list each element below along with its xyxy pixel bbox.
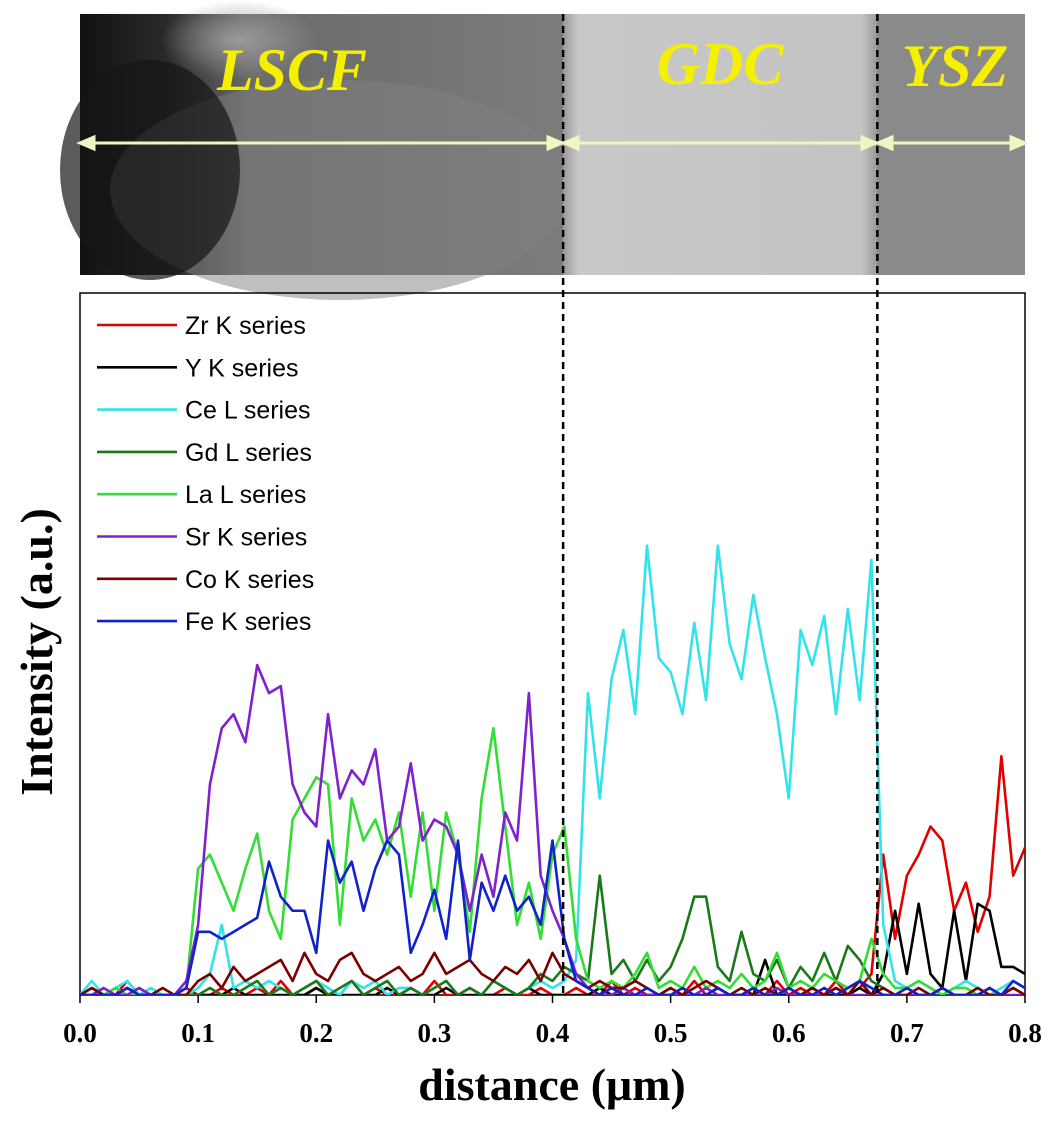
region-label: YSZ bbox=[902, 33, 1009, 99]
x-tick-label: 0.2 bbox=[299, 1018, 333, 1048]
series-line bbox=[80, 663, 1025, 995]
legend-label: Y K series bbox=[185, 354, 298, 382]
series-line bbox=[80, 874, 1025, 995]
x-tick-label: 0.4 bbox=[536, 1018, 570, 1048]
legend: Zr K series Y K series Ce L series Gd L ser… bbox=[97, 312, 314, 636]
x-axis-label: distance (μm) bbox=[418, 1059, 686, 1110]
arrows bbox=[76, 134, 1029, 152]
legend-label: Co K series bbox=[185, 566, 314, 594]
arrowhead bbox=[1009, 134, 1029, 152]
series-line bbox=[80, 902, 1025, 995]
series-line bbox=[80, 544, 1025, 995]
arrowhead bbox=[860, 134, 880, 152]
x-tick-label: 0.8 bbox=[1008, 1018, 1042, 1048]
legend-label: Sr K series bbox=[185, 524, 307, 552]
micrograph: LSCF GDC YSZ bbox=[60, 0, 1029, 300]
series-line bbox=[80, 726, 1025, 995]
legend-label: Gd L series bbox=[185, 439, 312, 467]
x-tick-label: 0.3 bbox=[418, 1018, 452, 1048]
x-tick-label: 0.7 bbox=[890, 1018, 924, 1048]
legend-label: Fe K series bbox=[185, 608, 311, 636]
x-tick-label: 0.0 bbox=[63, 1018, 97, 1048]
arrowhead bbox=[546, 134, 566, 152]
series-line bbox=[80, 951, 1025, 995]
region-label: GDC bbox=[657, 31, 785, 97]
legend-label: Zr K series bbox=[185, 312, 306, 340]
texture bbox=[160, 0, 320, 80]
x-tick-label: 0.1 bbox=[181, 1018, 215, 1048]
texture bbox=[60, 60, 240, 280]
arrowhead bbox=[76, 134, 96, 152]
x-tick-label: 0.5 bbox=[654, 1018, 688, 1048]
series-line bbox=[80, 839, 1025, 995]
arrowhead bbox=[560, 134, 580, 152]
x-tick-label: 0.6 bbox=[772, 1018, 806, 1048]
y-axis-label: Intensity (a.u.) bbox=[11, 508, 62, 796]
legend-label: Ce L series bbox=[185, 397, 311, 425]
arrowhead bbox=[874, 134, 894, 152]
legend-label: La L series bbox=[185, 481, 306, 509]
region-label: LSCF bbox=[216, 37, 367, 103]
plot-area bbox=[80, 544, 1025, 995]
series-line bbox=[80, 755, 1025, 995]
